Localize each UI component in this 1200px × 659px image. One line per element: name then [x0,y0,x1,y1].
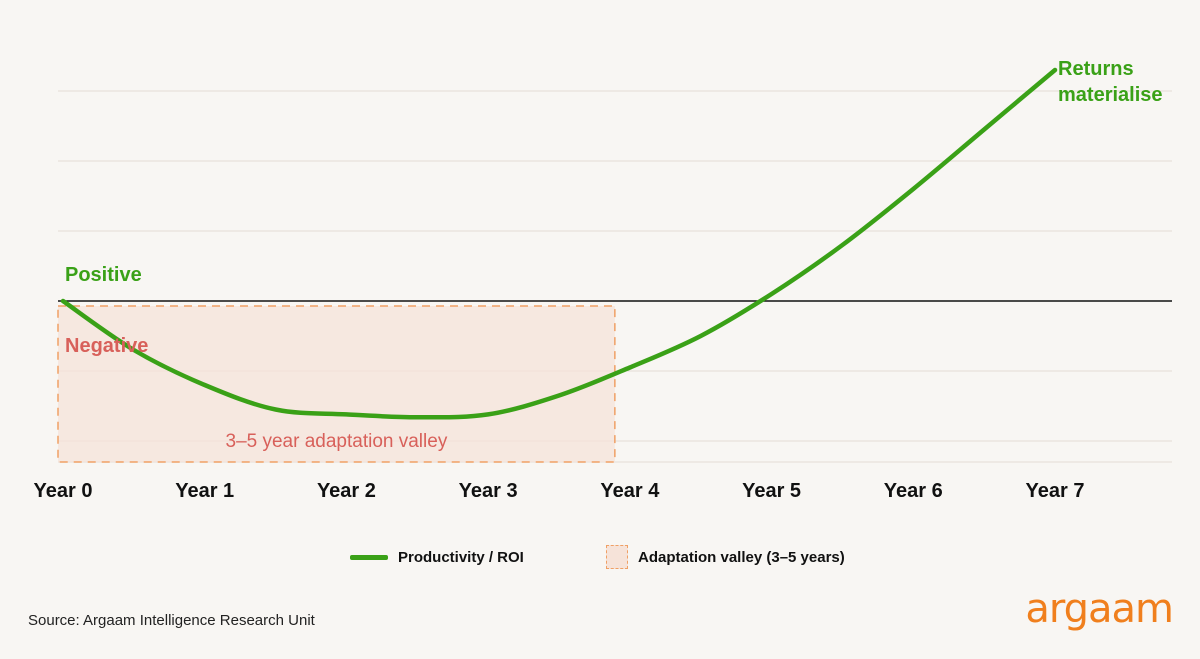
adaptation-valley-region [57,305,616,463]
legend-valley-swatch [606,545,628,569]
x-tick-label: Year 6 [884,480,943,502]
negative-label: Negative [65,335,148,357]
valley-label: 3–5 year adaptation valley [226,431,448,452]
legend: Productivity / ROI Adaptation valley (3–… [0,542,1200,572]
x-tick-label: Year 3 [459,480,518,502]
x-tick-label: Year 1 [175,480,234,502]
positive-label: Positive [65,264,142,286]
series-line-productivity [60,67,1058,420]
legend-item-productivity: Productivity / ROI [350,542,524,572]
legend-item-valley: Adaptation valley (3–5 years) [606,542,845,572]
x-tick-label: Year 2 [317,480,376,502]
returns-label-line2: materialise [1058,84,1163,106]
x-tick-label: Year 7 [1026,480,1085,502]
source-note: Source: Argaam Intelligence Research Uni… [28,612,315,629]
legend-label-valley: Adaptation valley (3–5 years) [638,548,845,566]
x-tick-label: Year 0 [34,480,93,502]
legend-label-productivity: Productivity / ROI [398,548,524,566]
x-tick-label: Year 4 [600,480,660,502]
chart: Year 0 Year 1 Year 2 Year 3 Year 4 Year 5 Year… [34,58,1172,502]
legend-line-swatch [350,554,388,560]
argaam-logo: argaam [1025,586,1174,632]
x-tick-label: Year 5 [742,480,801,502]
returns-label-line1: Returns [1058,58,1134,80]
